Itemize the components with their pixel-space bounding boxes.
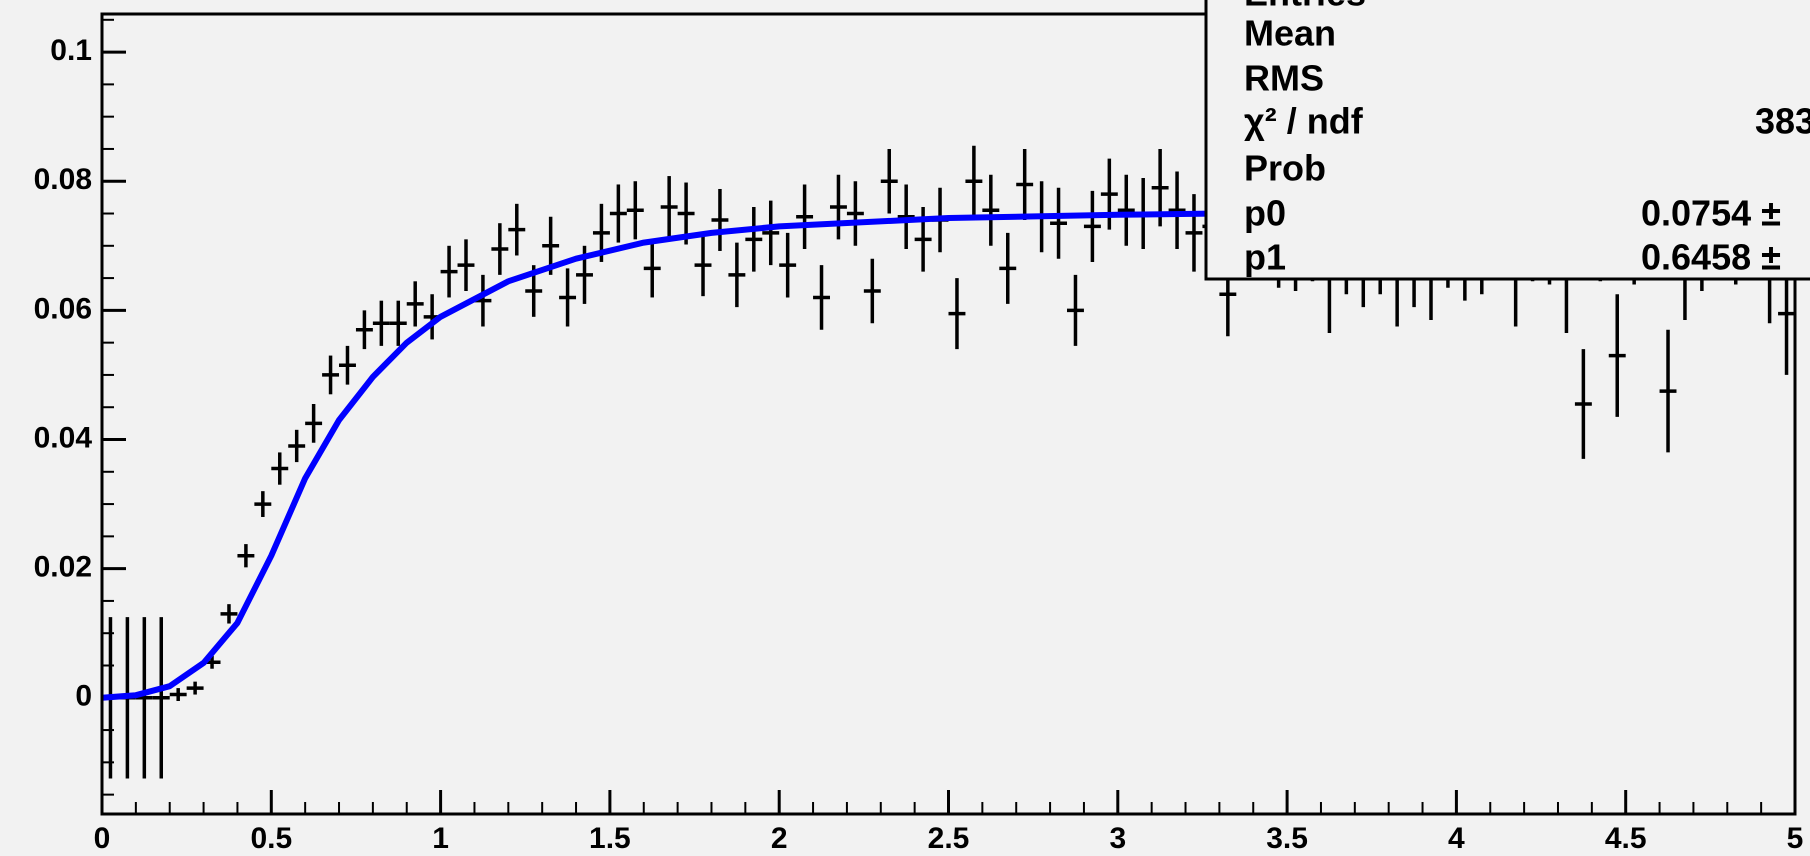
x-tick-label: 3	[1109, 822, 1126, 855]
x-tick-label: 1.5	[589, 822, 631, 855]
stats-label: χ² / ndf	[1244, 101, 1364, 142]
x-tick-label: 0	[94, 822, 111, 855]
x-tick-label: 2.5	[928, 822, 970, 855]
frame	[100, 12, 1797, 816]
stats-label: Prob	[1244, 148, 1326, 189]
y-tick-label: 0.02	[34, 551, 92, 584]
fit-curve	[101, 210, 1220, 701]
stats-label: RMS	[1244, 58, 1324, 99]
x-tick-label: 4	[1448, 822, 1465, 855]
x-tick-label: 4.5	[1605, 822, 1647, 855]
stats-value: 383	[1755, 101, 1810, 142]
x-tick-label: 5	[1787, 822, 1804, 855]
x-tick-label: 3.5	[1266, 822, 1308, 855]
y-tick-label: 0.06	[34, 292, 92, 325]
stats-value: 0.0754 ±	[1641, 193, 1781, 234]
y-tick-label: 0.08	[34, 163, 92, 196]
y-tick-label: 0	[75, 680, 92, 713]
stats-label: p1	[1244, 237, 1286, 278]
y-tick-label: 0.1	[50, 34, 92, 67]
stats-label: p0	[1244, 193, 1286, 234]
x-tick-label: 0.5	[250, 822, 292, 855]
x-tick-label: 1	[432, 822, 449, 855]
stats-label: Entries	[1244, 0, 1366, 14]
stats-background	[1204, 0, 1810, 281]
x-tick-label: 2	[771, 822, 788, 855]
y-tick-label: 0.04	[34, 421, 93, 454]
stats-label: Mean	[1244, 13, 1336, 54]
stats-value: 0.6458 ±	[1641, 237, 1781, 278]
